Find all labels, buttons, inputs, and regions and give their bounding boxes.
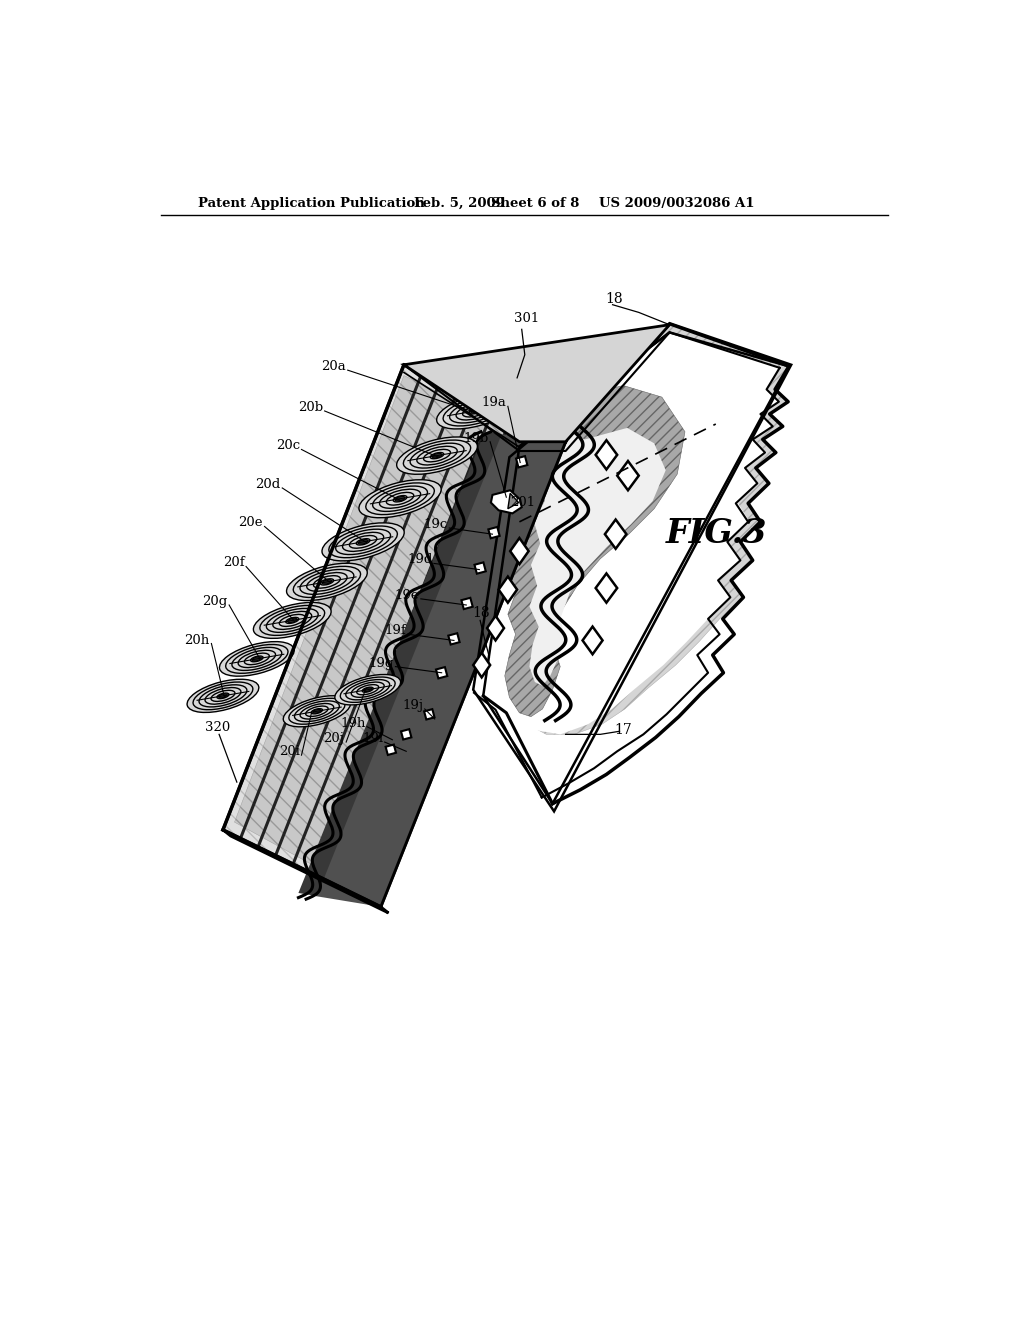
Polygon shape (596, 573, 617, 603)
Ellipse shape (322, 523, 404, 561)
Polygon shape (464, 333, 779, 734)
Ellipse shape (359, 479, 441, 517)
Ellipse shape (253, 602, 331, 639)
Polygon shape (583, 627, 602, 655)
Ellipse shape (187, 680, 259, 713)
Text: 19j: 19j (402, 700, 423, 711)
Ellipse shape (284, 696, 350, 727)
Polygon shape (529, 428, 666, 686)
Ellipse shape (471, 409, 480, 413)
Ellipse shape (287, 564, 368, 601)
Text: 20i: 20i (280, 746, 300, 758)
Text: 19d: 19d (407, 553, 432, 566)
Polygon shape (617, 461, 639, 490)
Ellipse shape (288, 618, 297, 623)
Text: FIG.3: FIG.3 (666, 517, 767, 550)
Polygon shape (449, 634, 460, 644)
Polygon shape (487, 615, 504, 640)
Polygon shape (596, 441, 617, 470)
Polygon shape (386, 744, 396, 755)
Polygon shape (223, 364, 565, 907)
Ellipse shape (219, 642, 294, 676)
Polygon shape (315, 434, 565, 907)
Text: 19e: 19e (394, 589, 419, 602)
Ellipse shape (219, 694, 227, 698)
Ellipse shape (358, 540, 368, 544)
Polygon shape (502, 491, 513, 503)
Text: Patent Application Publication: Patent Application Publication (199, 197, 425, 210)
Polygon shape (490, 490, 521, 513)
Polygon shape (223, 830, 388, 913)
Polygon shape (474, 562, 485, 574)
Text: 18: 18 (472, 606, 490, 619)
Text: 20c: 20c (275, 440, 300, 453)
Text: 17: 17 (614, 723, 632, 738)
Ellipse shape (396, 437, 477, 474)
Text: 320: 320 (205, 721, 230, 734)
Text: 20e: 20e (239, 516, 263, 529)
Polygon shape (298, 432, 502, 896)
Polygon shape (462, 598, 473, 609)
Text: 19a: 19a (481, 396, 506, 409)
Text: US 2009/0032086 A1: US 2009/0032086 A1 (599, 197, 755, 210)
Text: 19i: 19i (362, 733, 383, 744)
Polygon shape (510, 539, 528, 564)
Polygon shape (436, 667, 447, 678)
Polygon shape (401, 729, 412, 739)
Polygon shape (516, 457, 527, 467)
Text: 20h: 20h (184, 634, 210, 647)
Polygon shape (605, 520, 627, 549)
Polygon shape (424, 709, 434, 719)
Text: 20a: 20a (322, 360, 346, 374)
Text: 19g: 19g (369, 656, 394, 669)
Text: 18: 18 (605, 292, 623, 306)
Ellipse shape (252, 657, 261, 661)
Ellipse shape (432, 453, 442, 458)
Ellipse shape (313, 709, 321, 713)
Text: 19b: 19b (463, 432, 488, 445)
Ellipse shape (323, 579, 332, 585)
Ellipse shape (395, 496, 406, 502)
Text: 20g: 20g (203, 595, 227, 609)
Text: 20b: 20b (298, 401, 323, 414)
Text: Feb. 5, 2009: Feb. 5, 2009 (414, 197, 505, 210)
Text: 19f: 19f (384, 624, 407, 638)
Polygon shape (508, 494, 518, 508)
Polygon shape (234, 376, 553, 898)
Ellipse shape (335, 675, 400, 705)
Text: 201: 201 (510, 496, 536, 510)
Polygon shape (505, 385, 685, 717)
Text: 20d: 20d (255, 478, 281, 491)
Text: 19h: 19h (340, 717, 366, 730)
Text: Sheet 6 of 8: Sheet 6 of 8 (490, 197, 580, 210)
Polygon shape (488, 527, 500, 539)
Text: 20j: 20j (324, 733, 345, 744)
Polygon shape (473, 653, 490, 677)
Text: 301: 301 (514, 313, 540, 326)
Polygon shape (403, 325, 670, 442)
Ellipse shape (364, 688, 372, 692)
Ellipse shape (436, 393, 514, 429)
Polygon shape (472, 323, 788, 734)
Text: 20f: 20f (223, 557, 245, 569)
Text: 19c: 19c (424, 517, 447, 531)
Polygon shape (499, 577, 517, 603)
